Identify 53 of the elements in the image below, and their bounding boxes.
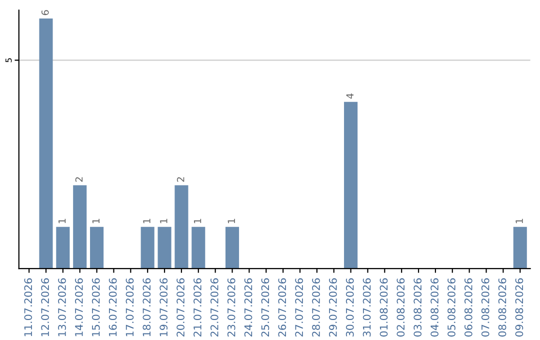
bar bbox=[73, 185, 87, 269]
x-tick-label: 18.07.2026 bbox=[142, 278, 151, 336]
x-tick-label: 16.07.2026 bbox=[108, 278, 117, 336]
x-tick-label: 24.07.2026 bbox=[244, 278, 252, 337]
x-tick-label: 20.07.2026 bbox=[176, 278, 184, 337]
x-tick-label: 25.07.2026 bbox=[261, 278, 270, 337]
bar bbox=[90, 226, 104, 269]
x-tick-label: 05.08.2026 bbox=[448, 278, 456, 337]
x-tick-label: 28.07.2026 bbox=[312, 278, 320, 337]
data-label: 1 bbox=[228, 218, 235, 224]
x-tick-label: 30.07.2026 bbox=[346, 278, 354, 336]
x-tick-label: 14.07.2026 bbox=[75, 278, 83, 336]
x-tick-label: 19.07.2026 bbox=[160, 278, 168, 336]
bar bbox=[174, 185, 188, 269]
x-tick-label: 08.08.2026 bbox=[498, 278, 506, 337]
data-label: 2 bbox=[75, 177, 83, 182]
bar bbox=[140, 226, 154, 269]
x-tick-label: 09.08.2026 bbox=[515, 278, 524, 337]
data-label: 1 bbox=[516, 218, 523, 224]
bar bbox=[225, 226, 240, 269]
x-tick-label: 01.08.2026 bbox=[380, 278, 388, 337]
x-tick-label: 29.07.2026 bbox=[329, 278, 337, 337]
data-label: 1 bbox=[160, 218, 168, 224]
data-label: 2 bbox=[176, 177, 184, 182]
bar bbox=[192, 226, 206, 269]
x-tick-label: 27.07.2026 bbox=[295, 278, 304, 337]
data-label: 6 bbox=[41, 10, 49, 16]
data-label: 4 bbox=[346, 93, 354, 99]
x-tick-label: 13.07.2026 bbox=[58, 278, 66, 336]
x-tick-label: 07.08.2026 bbox=[481, 278, 490, 337]
bar bbox=[39, 18, 53, 269]
bar bbox=[513, 226, 527, 269]
x-tick-label: 11.07.2026 bbox=[24, 278, 32, 336]
x-tick-label: 03.08.2026 bbox=[414, 278, 422, 337]
x-tick-label: 15.07.2026 bbox=[92, 278, 100, 336]
x-tick-label: 22.07.2026 bbox=[210, 278, 218, 337]
data-label: 1 bbox=[92, 218, 100, 224]
bar bbox=[344, 102, 358, 269]
x-tick-label: 31.07.2026 bbox=[362, 278, 371, 336]
x-tick-label: 17.07.2026 bbox=[126, 278, 134, 336]
x-tick-label: 02.08.2026 bbox=[396, 278, 405, 337]
data-label: 1 bbox=[143, 218, 150, 224]
y-tick-label: 5 bbox=[6, 58, 12, 62]
x-tick-label: 23.07.2026 bbox=[227, 278, 236, 337]
data-label: 1 bbox=[194, 218, 202, 224]
bar bbox=[56, 226, 70, 269]
x-tick-label: 26.07.2026 bbox=[278, 278, 286, 337]
x-tick-label: 06.08.2026 bbox=[464, 278, 472, 337]
x-tick-label: 21.07.2026 bbox=[194, 278, 202, 337]
x-tick-label: 04.08.2026 bbox=[430, 278, 438, 337]
x-tick-label: 12.07.2026 bbox=[41, 278, 50, 336]
bar bbox=[158, 226, 172, 269]
data-label: 1 bbox=[58, 218, 66, 224]
